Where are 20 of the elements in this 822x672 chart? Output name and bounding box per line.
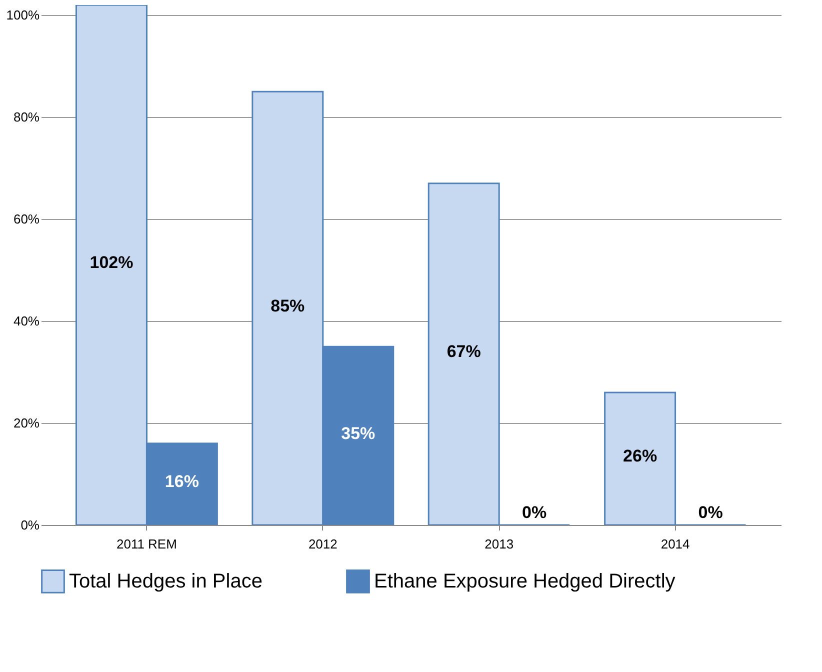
text: 0% <box>522 503 547 522</box>
text: 26% <box>623 446 658 466</box>
y-tick-label: 20% <box>13 416 40 431</box>
text: 16% <box>164 472 199 492</box>
text: 102% <box>90 253 134 272</box>
y-tick-label: 80% <box>13 110 40 125</box>
y-tick-label: 40% <box>13 314 40 329</box>
legend-label: Ethane Exposure Hedged Directly <box>374 570 676 592</box>
text: 67% <box>446 342 481 362</box>
text: 85% <box>270 296 305 316</box>
legend-label: Total Hedges in Place <box>69 570 262 592</box>
text: 35% <box>341 424 376 443</box>
x-tick-label: 2014 <box>660 536 690 552</box>
y-tick-label: 60% <box>13 212 40 227</box>
y-tick-label: 0% <box>20 518 40 532</box>
x-tick-label: 2012 <box>308 536 338 552</box>
x-tick-label: 2011 REM <box>116 536 177 552</box>
x-tick-label: 2013 <box>484 536 514 552</box>
y-tick-label: 100% <box>6 8 40 23</box>
text: 0% <box>698 503 723 522</box>
